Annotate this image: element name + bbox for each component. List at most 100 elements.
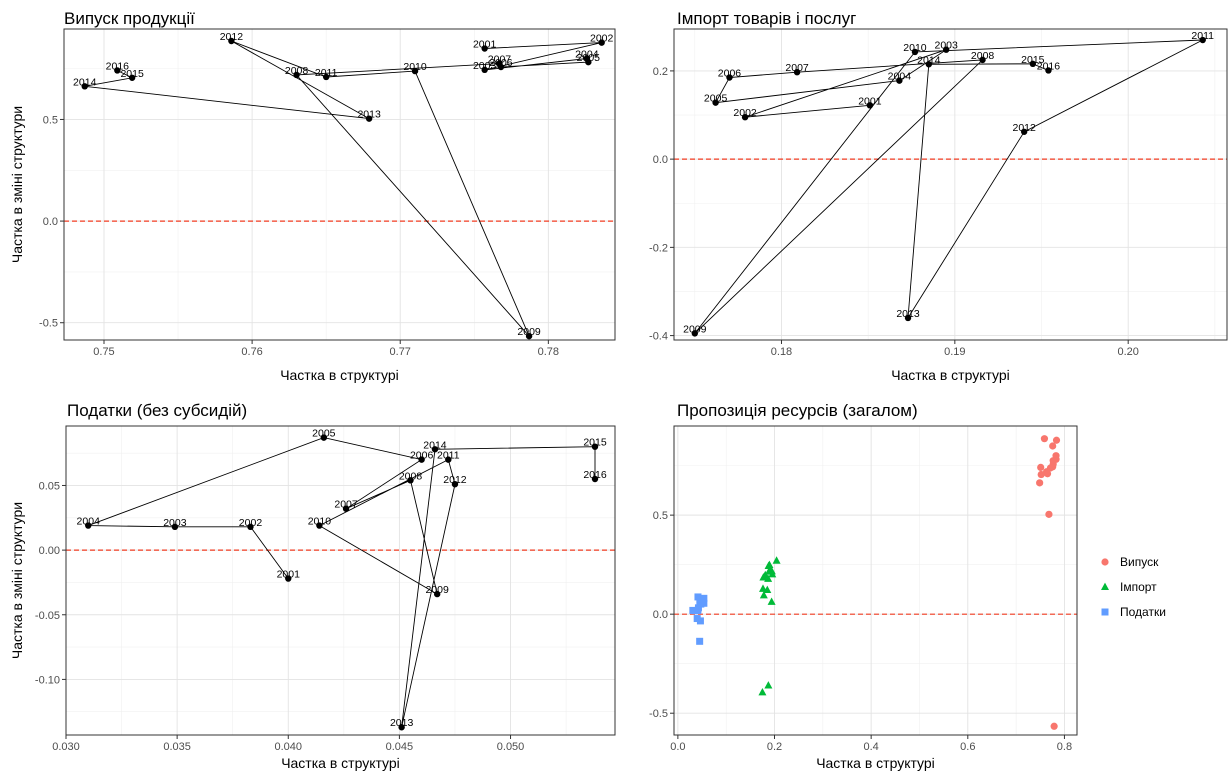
data-point-2002 <box>247 523 254 531</box>
point-Імпорт <box>764 561 773 570</box>
points: 2001200220032004200520062007200820092010… <box>73 31 614 340</box>
point-label: 2010 <box>903 42 927 54</box>
data-point-2005 <box>585 58 592 66</box>
point-label: 2016 <box>106 60 130 72</box>
panel-4: Пропозиція ресурсів (загалом) 0.0 0.2 0.4 0.… <box>649 401 1166 771</box>
point-Податки <box>700 599 708 607</box>
point-label: 2015 <box>1021 54 1045 66</box>
y-tick-label: 0.05 <box>39 480 60 492</box>
point-label: 2011 <box>437 450 460 462</box>
y-tick-label: 0.5 <box>43 114 58 126</box>
point-Податки <box>696 617 704 625</box>
legend: Випуск Імпорт Податки <box>1101 555 1166 619</box>
point-label: 2007 <box>334 499 358 511</box>
data-point-2010 <box>911 48 919 56</box>
point-label: 2002 <box>590 33 614 45</box>
x-tick-label: 0.76 <box>241 346 262 358</box>
trajectory-line <box>88 437 596 728</box>
data-point-2001 <box>481 45 488 52</box>
point-label: 2001 <box>473 39 497 51</box>
x-axis-label: Частка в структурі <box>816 755 935 771</box>
x-tick-label: 0.050 <box>497 741 525 753</box>
point-label: 2013 <box>390 717 414 729</box>
point-label: 2012 <box>220 31 244 43</box>
panel-2: Імпорт товарів і послуг 0.18 0.19 0.20 -0.4 -… <box>649 9 1228 383</box>
legend-marker-circle <box>1101 558 1109 566</box>
y-tick-label: -0.05 <box>35 610 60 622</box>
point-label: 2013 <box>357 109 381 121</box>
data-point-2002 <box>598 39 605 46</box>
point-label: 2004 <box>888 71 912 83</box>
x-tick-label: 0.045 <box>386 741 414 753</box>
x-tick-label: 0.0 <box>670 741 685 753</box>
x-tick-label: 0.035 <box>163 741 191 753</box>
y-tick-label: 0.0 <box>653 154 668 166</box>
data-point-2016 <box>591 475 599 483</box>
point-Податки <box>696 637 704 645</box>
data-point-2006 <box>418 456 425 463</box>
panel-border <box>65 425 616 736</box>
x-axis-label: Частка в структурі <box>891 367 1010 383</box>
point-label: 2004 <box>575 48 599 60</box>
point-Податки <box>689 606 697 614</box>
data-point-2007 <box>342 505 350 512</box>
point-Випуск <box>1037 463 1045 471</box>
point-label: 2002 <box>733 107 757 119</box>
data-point-2007 <box>793 69 801 76</box>
panel-border <box>673 28 1228 341</box>
panel-title: Податки (без субсидій) <box>67 401 247 420</box>
data-point-2009 <box>433 590 441 598</box>
point-Випуск <box>1049 442 1057 450</box>
data-point-2012 <box>451 480 459 488</box>
data-point-2011 <box>1199 36 1206 44</box>
x-tick-label: 0.6 <box>960 741 975 753</box>
data-point-2010 <box>411 67 419 75</box>
point-label: 2015 <box>583 437 607 449</box>
point-Податки <box>700 594 708 602</box>
point-label: 2010 <box>403 61 427 73</box>
panel-border <box>673 425 1078 736</box>
data-point-2004 <box>85 522 92 529</box>
x-tick-label: 0.4 <box>864 741 879 753</box>
point-label: 2004 <box>77 516 101 528</box>
point-Випуск <box>1046 464 1055 472</box>
point-label: 2003 <box>934 40 958 52</box>
point-label: 2003 <box>163 517 187 529</box>
panel-title: Випуск продукції <box>64 9 195 28</box>
point-label: 2009 <box>517 326 541 338</box>
point-label: 2008 <box>285 65 309 77</box>
ticks: 0.0 0.2 0.4 0.6 0.8 -0.5 0.0 0.5 <box>649 510 1072 753</box>
x-tick-label: 0.75 <box>93 346 114 358</box>
point-label: 2016 <box>1037 60 1061 72</box>
point-label: 2015 <box>120 68 144 80</box>
data-point-2009 <box>525 332 533 340</box>
point-Податки <box>694 606 702 614</box>
panel-title: Пропозиція ресурсів (загалом) <box>677 401 918 420</box>
x-tick-label: 0.19 <box>944 346 965 358</box>
x-tick-label: 0.18 <box>771 346 792 358</box>
y-tick-label: -0.5 <box>39 318 58 330</box>
point-label: 2016 <box>583 469 607 481</box>
point-label: 2006 <box>410 450 434 462</box>
x-axis-label: Частка в структурі <box>281 755 400 771</box>
point-label: 2009 <box>683 323 707 335</box>
data-point-2003 <box>942 46 950 53</box>
point-label: 2014 <box>73 76 97 88</box>
data-point-2011 <box>445 456 452 463</box>
points: 2001200220032004200520062007200820092010… <box>77 428 607 731</box>
point-label: 2007 <box>785 62 809 74</box>
legend-marker-triangle <box>1101 582 1109 590</box>
y-tick-label: 0.0 <box>43 216 58 228</box>
data-point-2002 <box>741 114 749 121</box>
data-point-2003 <box>481 66 488 74</box>
data-point-2014 <box>431 446 439 453</box>
x-tick-label: 0.2 <box>767 741 782 753</box>
point-label: 2005 <box>704 93 728 105</box>
y-tick-label: 0.0 <box>653 609 668 621</box>
y-tick-label: 0.2 <box>653 66 668 78</box>
point-label: 2007 <box>488 54 512 66</box>
data-point-2013 <box>398 724 405 731</box>
point-Імпорт <box>759 584 768 592</box>
point-label: 2008 <box>399 470 423 482</box>
